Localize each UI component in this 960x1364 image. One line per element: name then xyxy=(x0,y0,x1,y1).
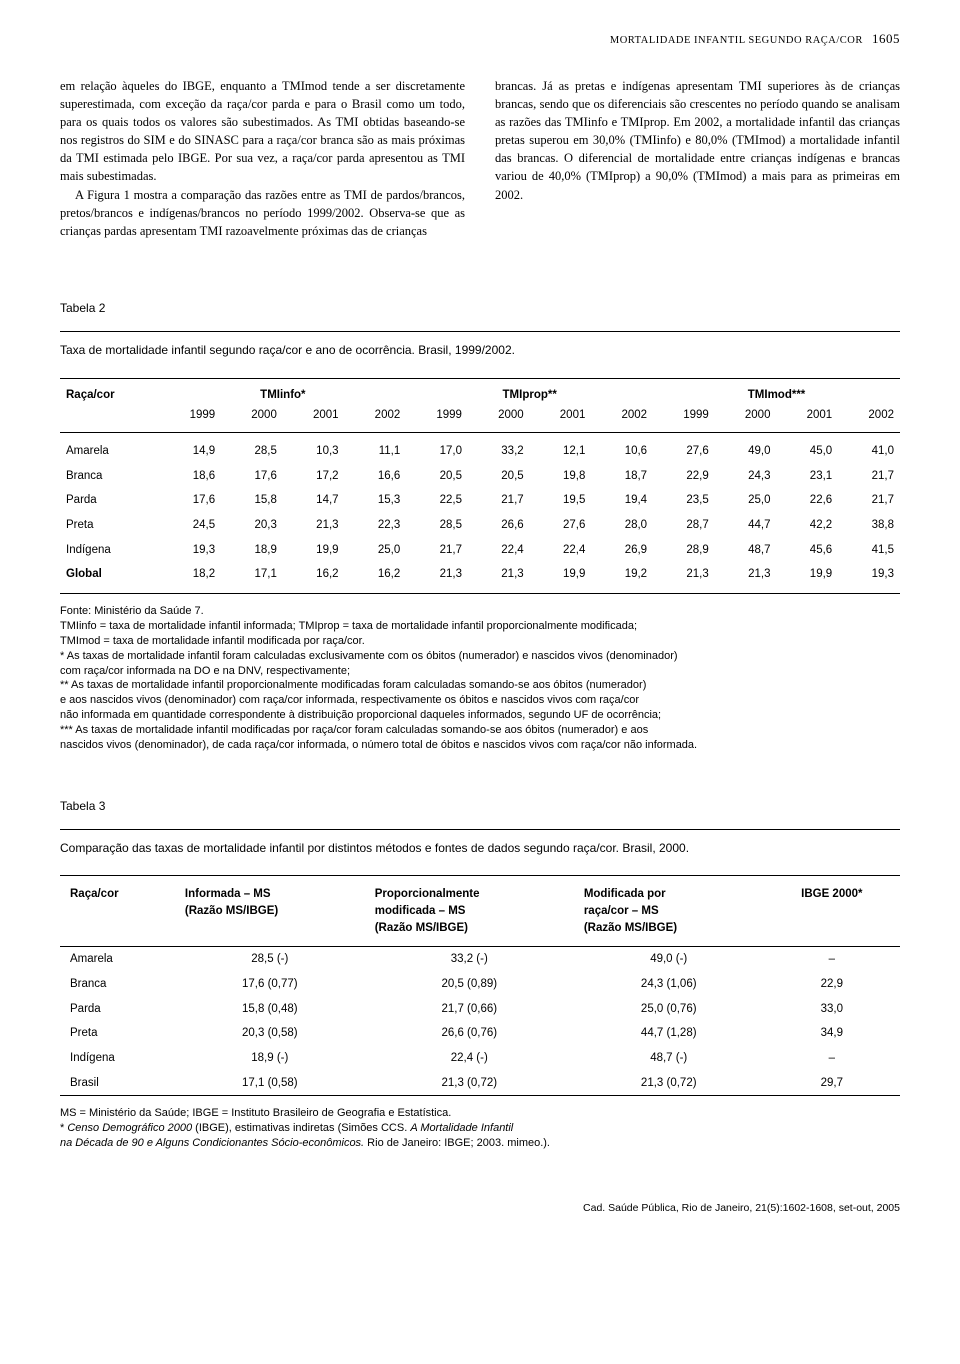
table-2-label: Tabela 2 xyxy=(60,300,900,317)
body-col-1: em relação àqueles do IBGE, enquanto a T… xyxy=(60,77,465,240)
table-3-caption: Comparação das taxas de mortalidade infa… xyxy=(60,829,900,857)
footer-citation: Cad. Saúde Pública, Rio de Janeiro, 21(5… xyxy=(583,1202,900,1214)
body-col-2: brancas. Já as pretas e indígenas aprese… xyxy=(495,77,900,240)
table-2-grid: Raça/corTMIinfo*TMIprop**TMImod***199920… xyxy=(60,378,900,594)
body-columns: em relação àqueles do IBGE, enquanto a T… xyxy=(60,77,900,240)
table-2-footnotes: Fonte: Ministério da Saúde 7.TMIinfo = t… xyxy=(60,604,900,752)
running-header: MORTALIDADE INFANTIL SEGUNDO RAÇA/COR 16… xyxy=(60,30,900,49)
page-footer: Cad. Saúde Pública, Rio de Janeiro, 21(5… xyxy=(60,1201,900,1216)
running-title: MORTALIDADE INFANTIL SEGUNDO RAÇA/COR xyxy=(610,35,863,46)
table-3-label: Tabela 3 xyxy=(60,798,900,815)
table-3-footnotes: MS = Ministério da Saúde; IBGE = Institu… xyxy=(60,1106,900,1151)
table-3-grid: Raça/corInformada – MS(Razão MS/IBGE)Pro… xyxy=(60,875,900,1096)
table-2-caption: Taxa de mortalidade infantil segundo raç… xyxy=(60,331,900,359)
page-number: 1605 xyxy=(872,31,900,46)
table-2: Tabela 2 Taxa de mortalidade infantil se… xyxy=(60,300,900,753)
table-3: Tabela 3 Comparação das taxas de mortali… xyxy=(60,798,900,1151)
